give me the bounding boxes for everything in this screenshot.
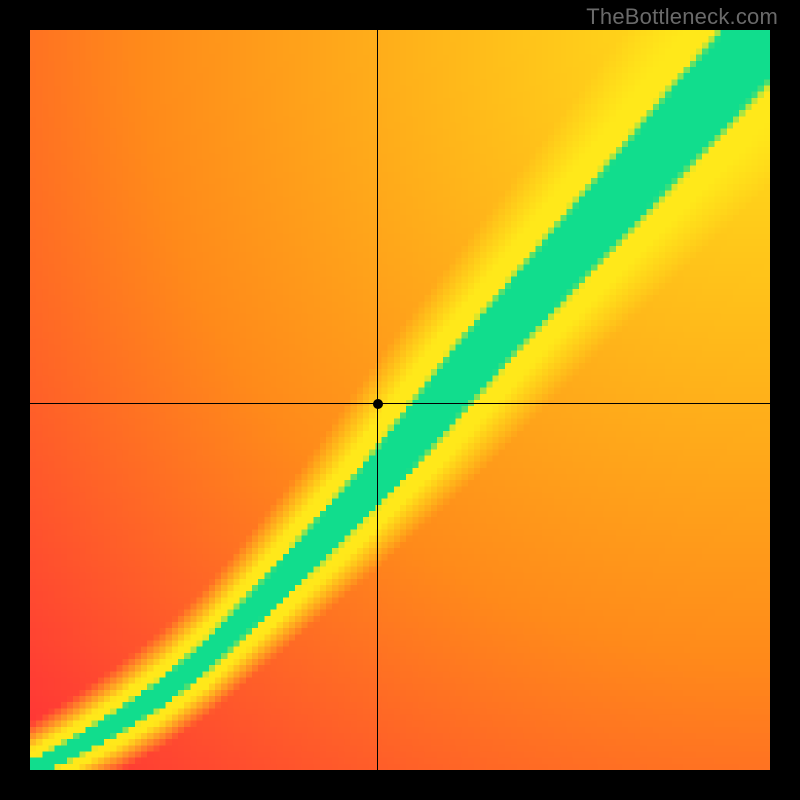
crosshair-horizontal <box>30 403 770 404</box>
heatmap-plot <box>30 30 770 770</box>
chart-frame: TheBottleneck.com <box>0 0 800 800</box>
crosshair-marker <box>373 399 383 409</box>
watermark-text: TheBottleneck.com <box>586 4 778 30</box>
heatmap-canvas <box>30 30 770 770</box>
